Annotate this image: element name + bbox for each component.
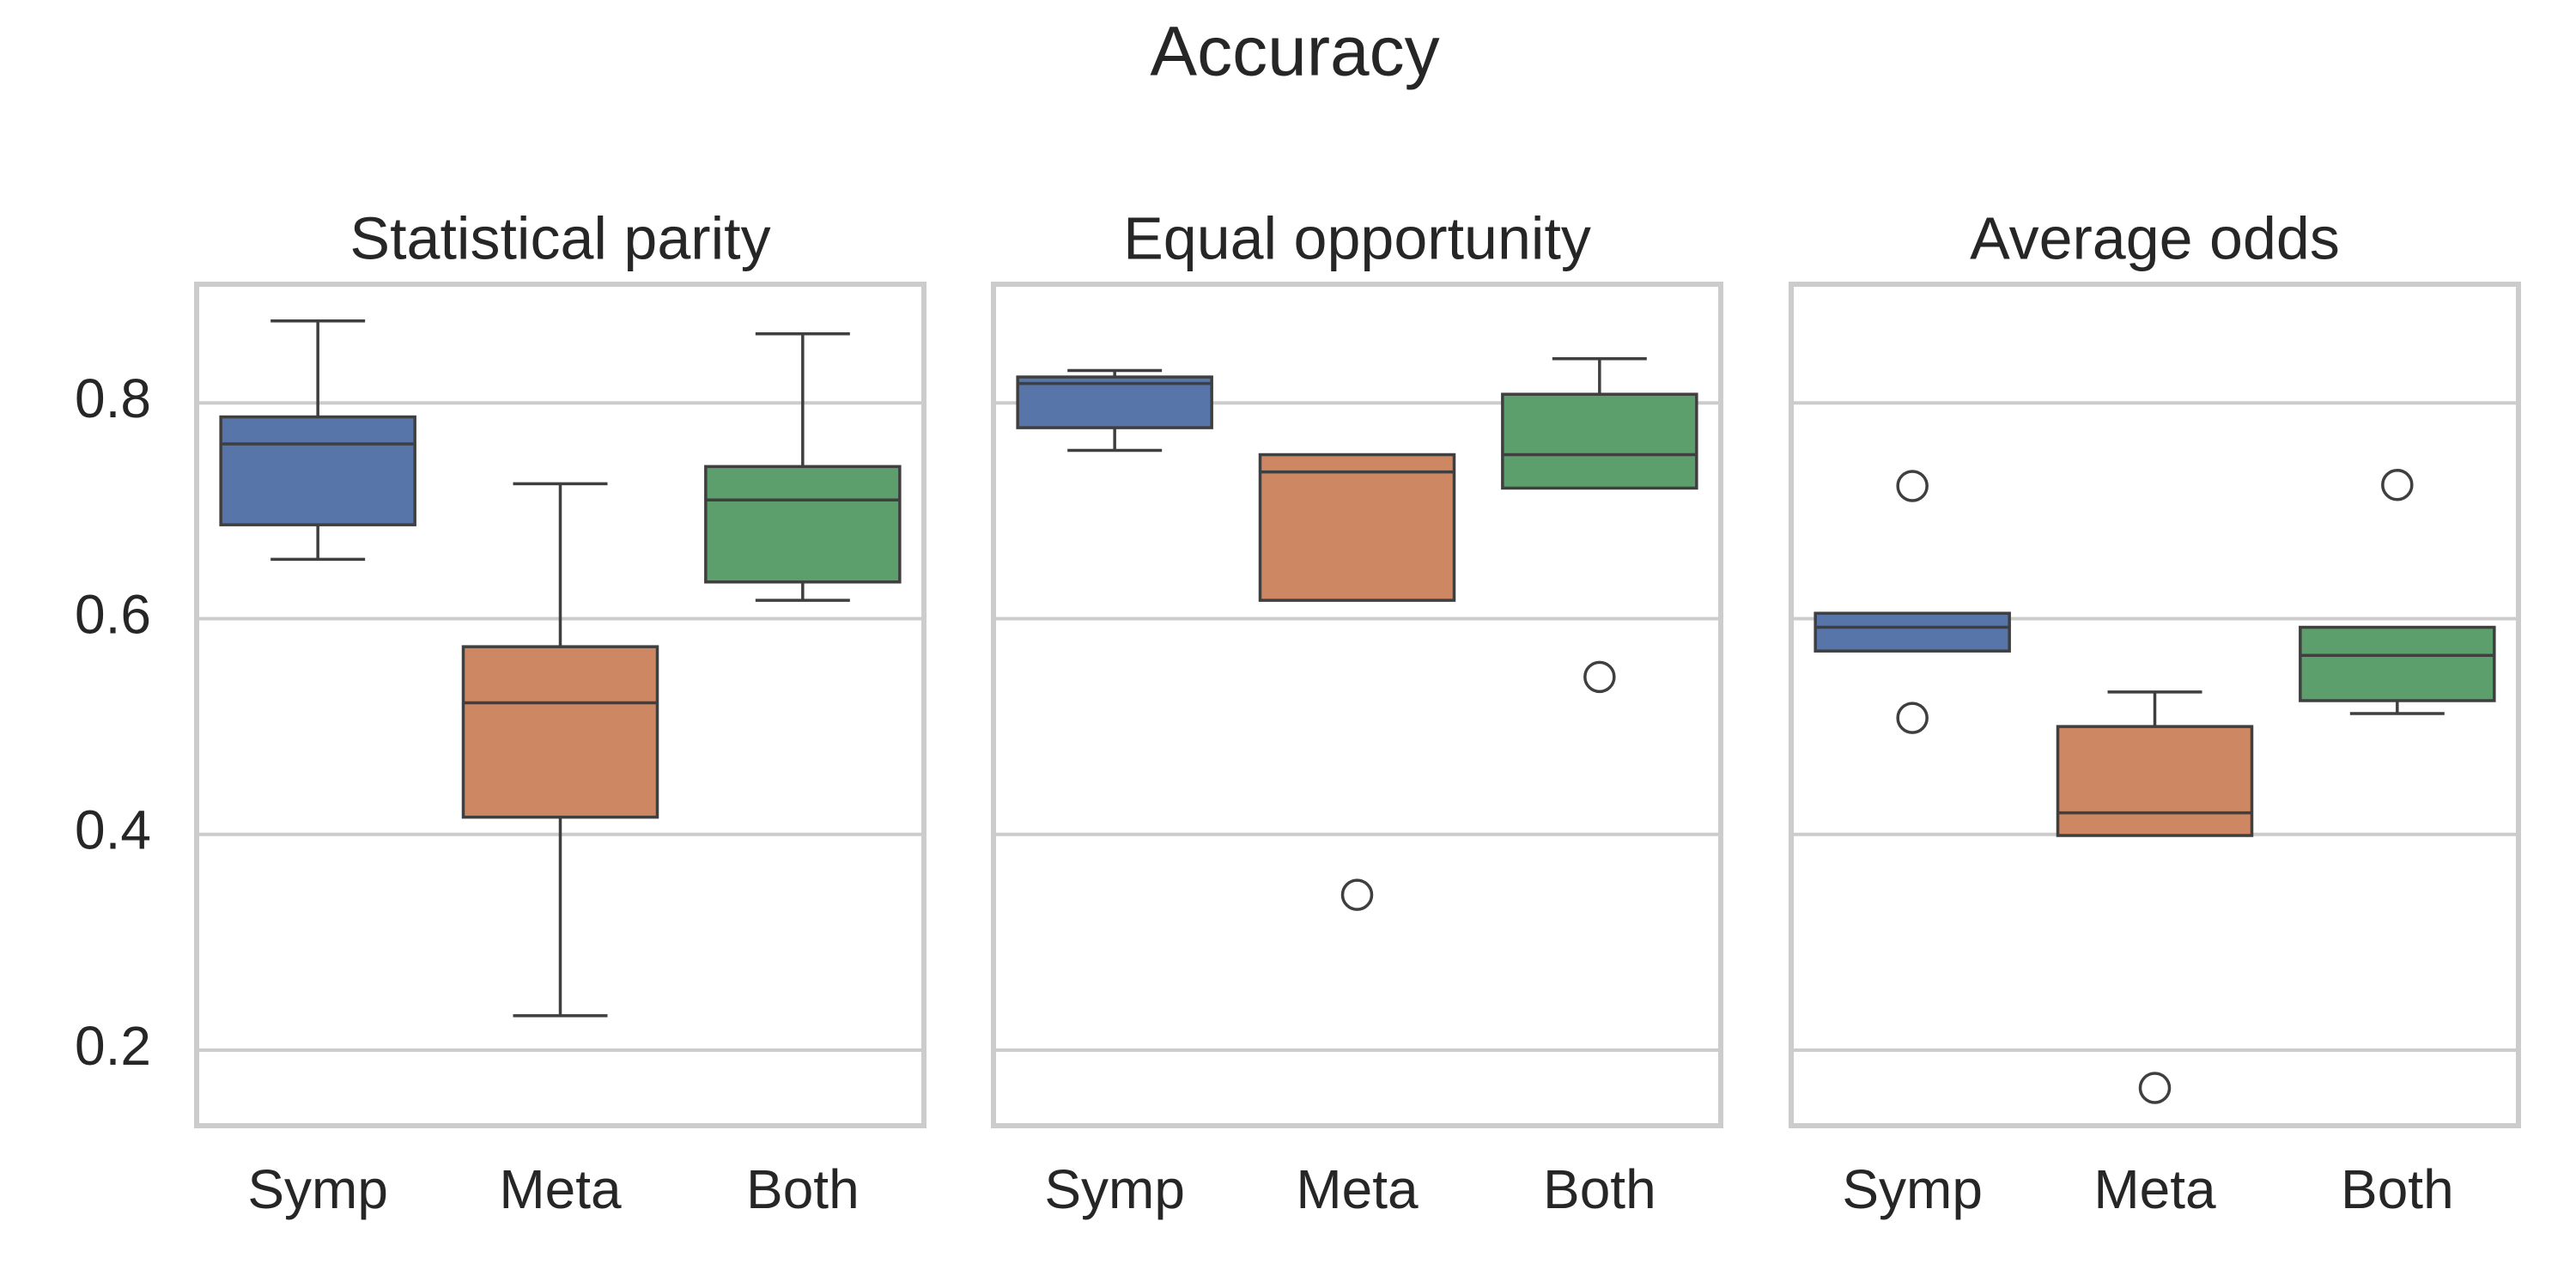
box-meta [461, 645, 659, 819]
x-tick-label-symp: Symp [247, 1158, 388, 1220]
x-tick-label-both: Both [746, 1158, 860, 1220]
box-symp [219, 415, 416, 526]
x-tick-label-symp: Symp [1044, 1158, 1185, 1220]
y-tick-label-0.8: 0.8 [75, 368, 151, 429]
y-tick-label-0.2: 0.2 [75, 1015, 151, 1077]
panel-title: Equal opportunity [1123, 204, 1591, 271]
x-tick-label-meta: Meta [2093, 1158, 2216, 1220]
panel-title: Statistical parity [349, 204, 770, 271]
x-tick-label-meta: Meta [1296, 1158, 1419, 1220]
outlier-both [2381, 468, 2414, 501]
x-tick-label-both: Both [1543, 1158, 1656, 1220]
panel-title: Average odds [1970, 204, 2340, 271]
outlier-meta [1340, 878, 1374, 911]
x-tick-label-meta: Meta [499, 1158, 622, 1220]
y-tick-label-0.4: 0.4 [75, 799, 151, 861]
outlier-symp [1896, 702, 1929, 734]
figure-title: Accuracy [1150, 13, 1439, 91]
panel-frame [991, 282, 1723, 1128]
box-meta [2056, 725, 2254, 837]
box-both [704, 465, 902, 584]
outlier-both [1583, 660, 1616, 694]
box-symp [1016, 375, 1213, 429]
panel-frame [1789, 282, 2521, 1128]
x-tick-label-both: Both [2341, 1158, 2454, 1220]
box-meta [1258, 453, 1456, 602]
x-tick-label-symp: Symp [1842, 1158, 1983, 1220]
panel-frame [194, 282, 927, 1128]
box-both [2299, 625, 2496, 702]
outlier-meta [2138, 1072, 2172, 1104]
box-symp [1814, 611, 2011, 653]
y-tick-label-0.6: 0.6 [75, 583, 151, 645]
outlier-symp [1896, 470, 1929, 502]
box-both [1501, 392, 1698, 490]
